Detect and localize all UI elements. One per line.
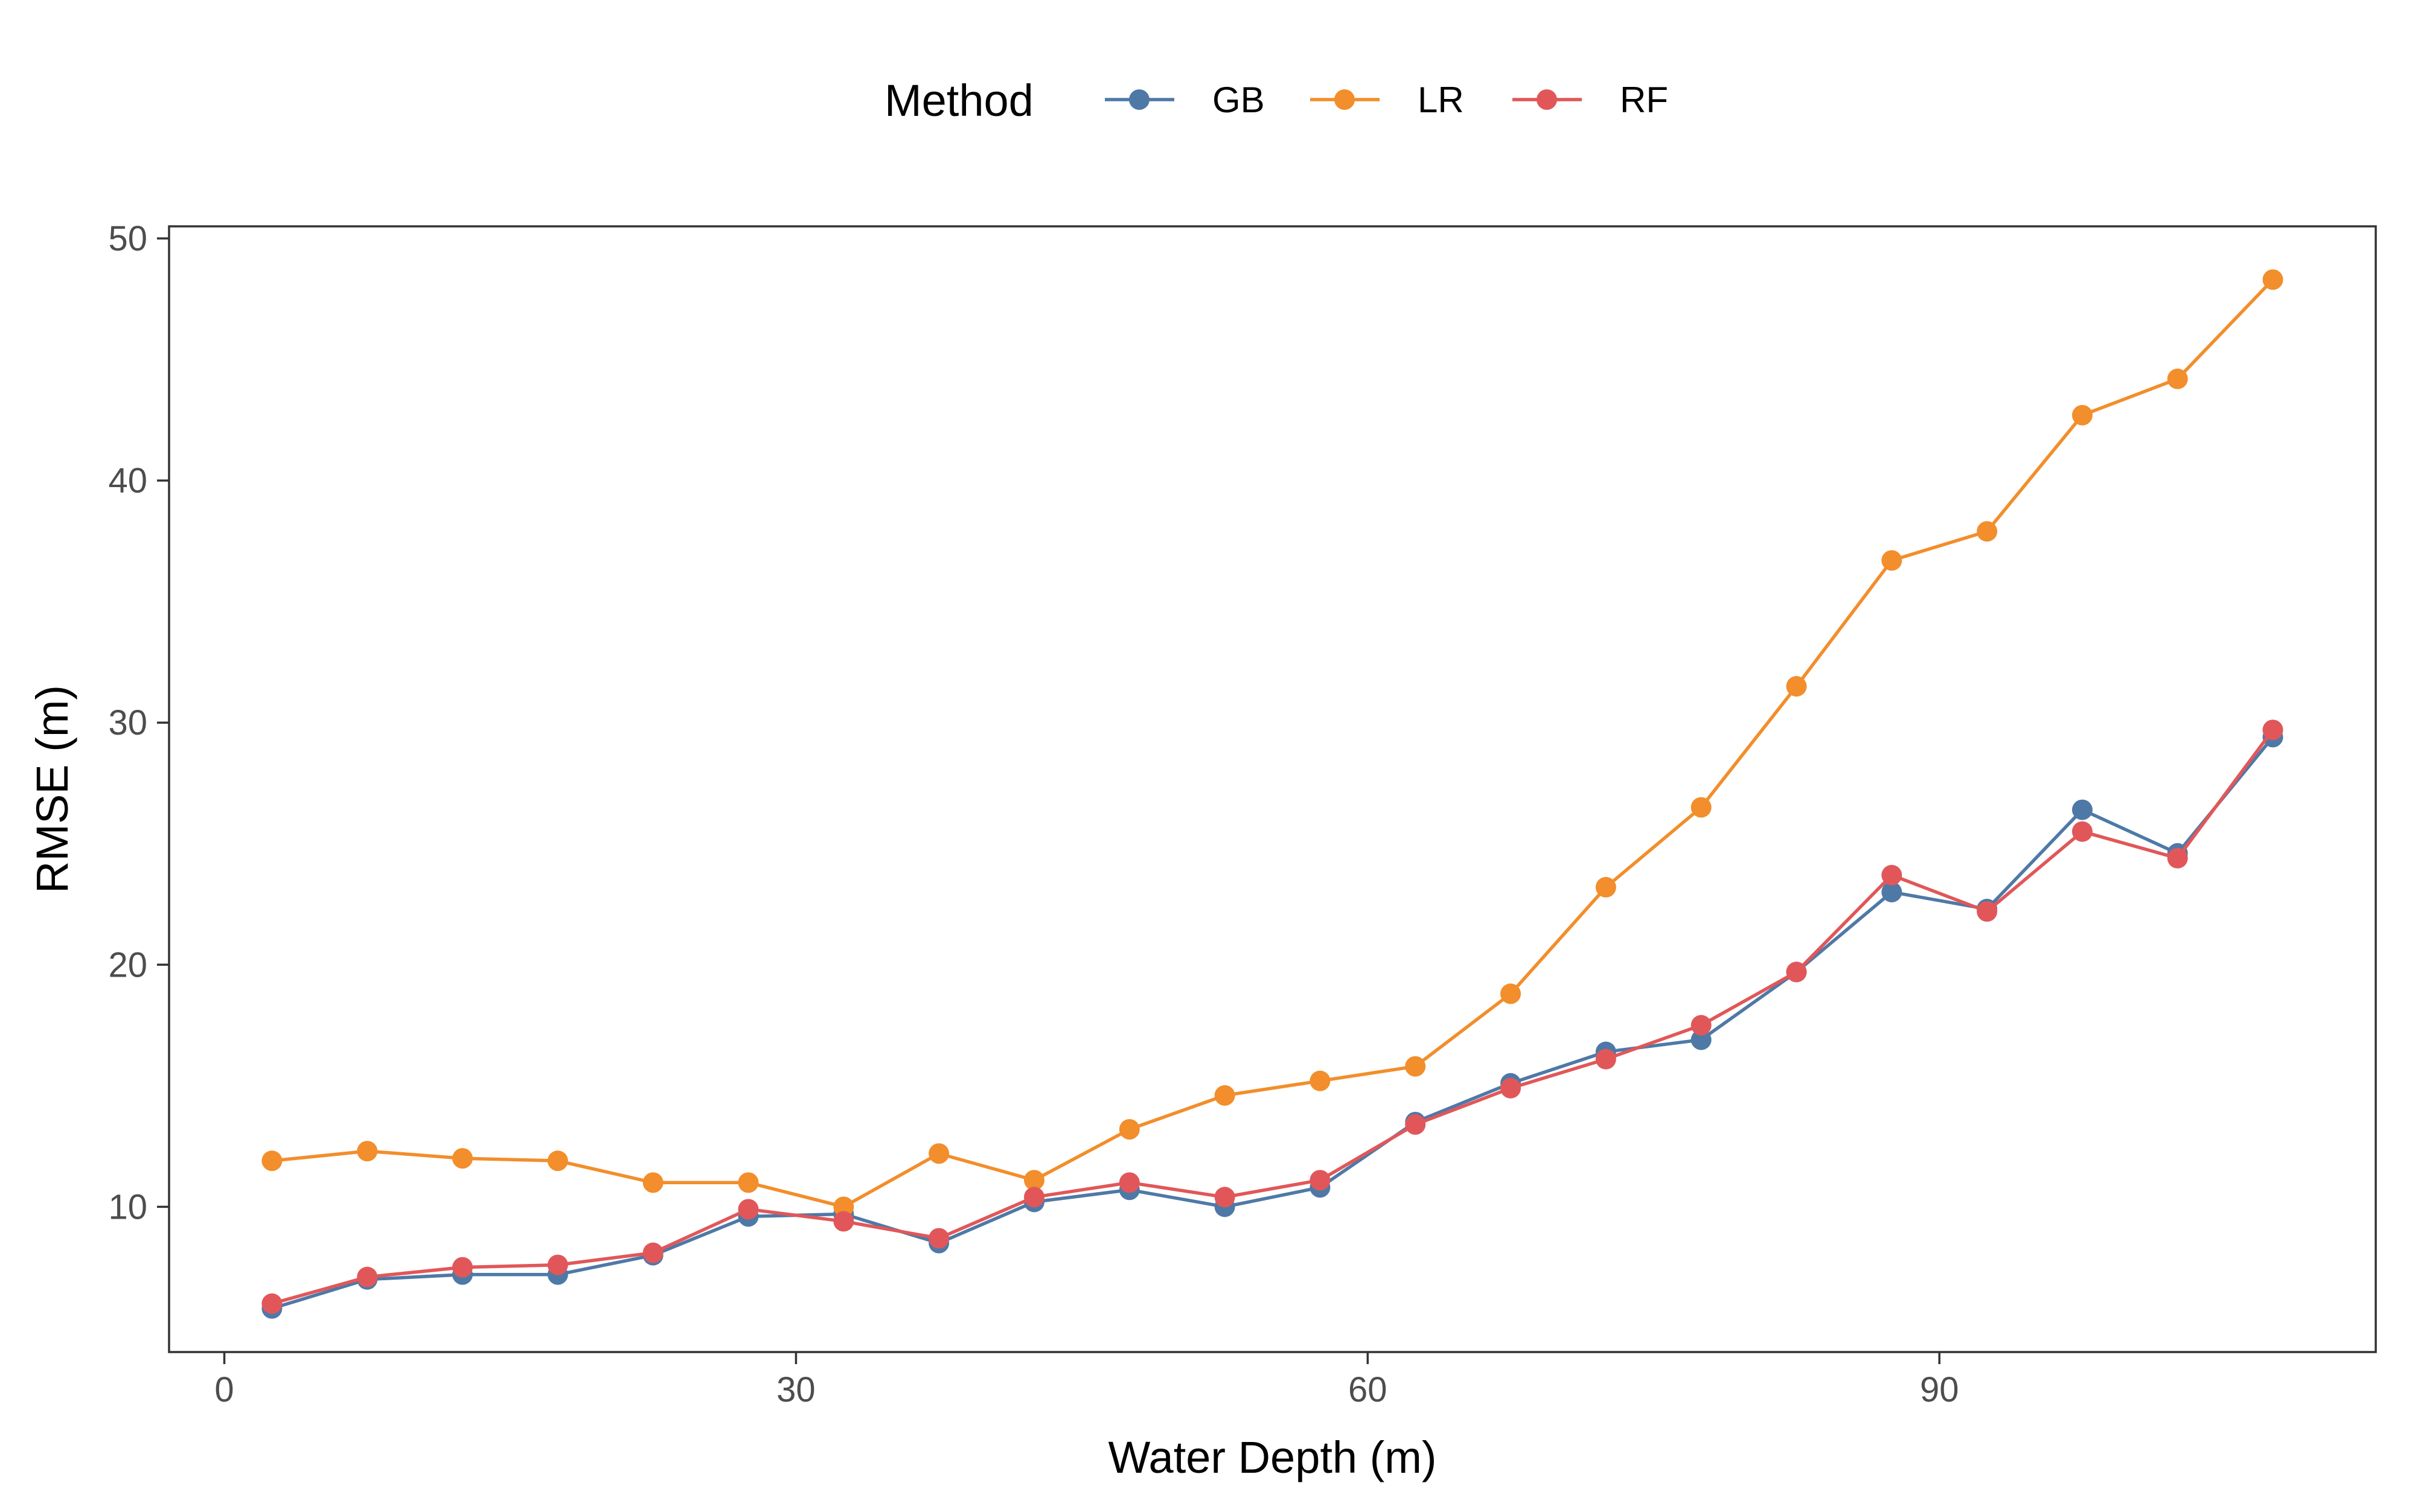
data-point-rf	[1881, 864, 1902, 885]
data-point-lr	[357, 1141, 378, 1162]
x-tick-label: 90	[1920, 1370, 1959, 1409]
data-point-rf	[2167, 847, 2188, 869]
x-tick-label: 60	[1348, 1370, 1387, 1409]
legend-item-lr: LR	[1310, 80, 1464, 120]
legend-label: GB	[1212, 80, 1265, 120]
series-gb	[261, 727, 2283, 1319]
legend-key-point	[1537, 89, 1557, 110]
data-point-lr	[1977, 521, 1998, 542]
y-tick-label: 20	[108, 945, 147, 984]
data-point-rf	[833, 1211, 854, 1232]
data-point-rf	[929, 1228, 950, 1249]
data-point-lr	[1595, 876, 1616, 898]
data-point-rf	[1595, 1048, 1616, 1070]
legend-label: RF	[1620, 80, 1668, 120]
x-axis: 0 30 60 90	[214, 1352, 1959, 1409]
data-point-rf	[1977, 901, 1998, 922]
series-line-lr	[272, 278, 2274, 1209]
data-point-lr	[261, 1150, 283, 1172]
y-axis: 10 20 30 40 50	[108, 219, 169, 1227]
data-point-lr	[1405, 1056, 1426, 1077]
y-axis-title: RMSE (m)	[27, 685, 77, 893]
legend: Method GB LR RF	[884, 75, 1668, 126]
x-axis-title: Water Depth (m)	[1108, 1432, 1436, 1482]
legend-item-gb: GB	[1105, 80, 1265, 120]
data-point-lr	[1690, 797, 1712, 818]
data-point-lr	[2071, 404, 2093, 426]
data-point-rf	[1119, 1172, 1140, 1193]
data-point-rf	[452, 1257, 473, 1278]
series-rf	[261, 719, 2283, 1314]
y-tick-label: 10	[108, 1187, 147, 1227]
data-point-rf	[1310, 1170, 1331, 1191]
data-point-lr	[1881, 550, 1902, 571]
data-point-lr	[547, 1150, 568, 1172]
legend-key-point	[1334, 89, 1355, 110]
data-point-gb	[1881, 881, 1902, 902]
data-point-lr	[1500, 983, 1521, 1004]
data-point-lr	[1214, 1085, 1235, 1106]
data-point-lr	[1119, 1119, 1140, 1140]
data-point-gb	[2071, 799, 2093, 820]
series-line-rf	[271, 729, 2274, 1306]
panel-border	[168, 225, 2377, 1353]
series-lr	[261, 269, 2283, 1217]
y-tick-label: 50	[108, 219, 147, 258]
legend-item-rf: RF	[1512, 80, 1668, 120]
data-point-rf	[738, 1199, 759, 1220]
data-point-rf	[642, 1242, 664, 1263]
x-tick-label: 0	[214, 1370, 234, 1409]
data-point-lr	[929, 1143, 950, 1164]
data-point-lr	[1310, 1070, 1331, 1091]
plot-panel	[168, 225, 2377, 1353]
data-point-lr	[833, 1196, 854, 1217]
y-tick-label: 40	[108, 461, 147, 500]
data-point-rf	[2071, 821, 2093, 842]
data-point-lr	[1786, 676, 1807, 697]
data-point-rf	[357, 1266, 378, 1287]
data-point-lr	[1023, 1170, 1044, 1191]
legend-title: Method	[884, 75, 1034, 126]
series-line-gb	[271, 736, 2274, 1310]
data-point-rf	[2262, 719, 2283, 741]
series-layer	[261, 269, 2283, 1319]
data-point-rf	[547, 1254, 568, 1275]
data-point-rf	[1690, 1015, 1712, 1036]
data-point-lr	[452, 1148, 473, 1169]
legend-key-point	[1129, 89, 1150, 110]
data-point-lr	[2167, 368, 2188, 389]
data-point-gb	[1690, 1029, 1712, 1050]
x-tick-label: 30	[776, 1370, 816, 1409]
data-point-rf	[1500, 1077, 1521, 1099]
data-point-rf	[1214, 1187, 1235, 1208]
legend-label: LR	[1418, 80, 1464, 120]
data-point-rf	[1405, 1114, 1426, 1135]
data-point-lr	[738, 1172, 759, 1193]
data-point-rf	[261, 1293, 283, 1314]
y-tick-label: 30	[108, 703, 147, 742]
data-point-rf	[1023, 1187, 1044, 1208]
data-point-rf	[1786, 962, 1807, 983]
data-point-lr	[2262, 269, 2283, 290]
data-point-lr	[642, 1172, 664, 1193]
